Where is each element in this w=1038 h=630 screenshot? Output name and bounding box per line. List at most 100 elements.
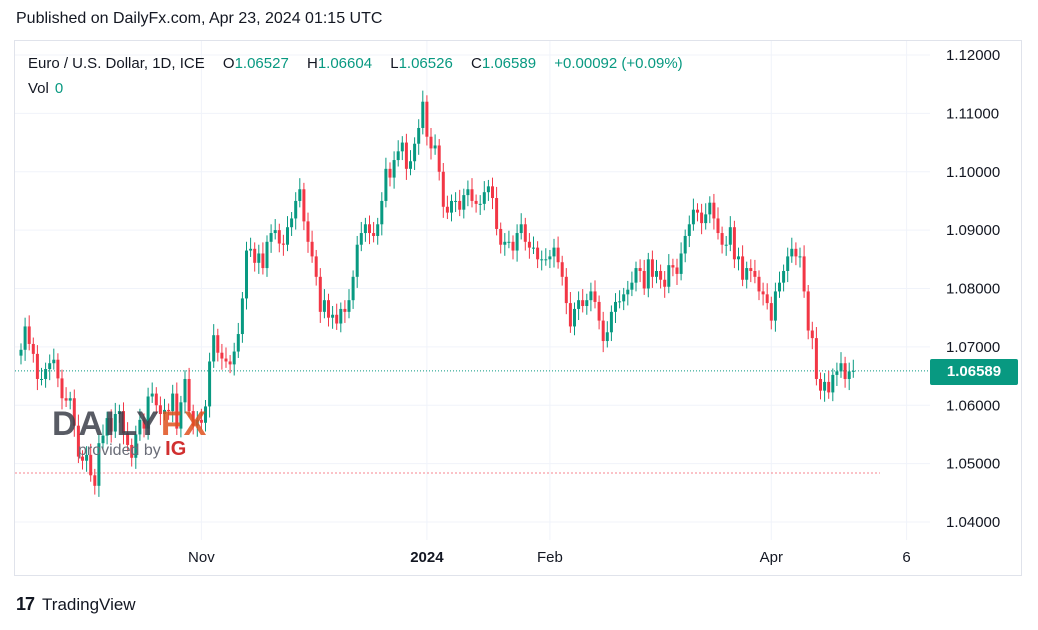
candle-up — [519, 224, 523, 234]
candle-down — [642, 270, 646, 289]
low-value: 1.06526 — [398, 55, 453, 72]
tradingview-footer: 17 TradingView — [16, 594, 136, 615]
candle-down — [27, 326, 31, 344]
candle-down — [827, 381, 831, 393]
candle-down — [720, 233, 724, 245]
candle-down — [560, 262, 564, 277]
candle-down — [593, 291, 597, 302]
candle-up — [322, 300, 326, 312]
candle-down — [458, 200, 462, 210]
candle-down — [175, 393, 179, 429]
candle-down — [314, 256, 318, 277]
candle-up — [240, 298, 244, 335]
candle-up — [544, 259, 548, 261]
vol-value: 0 — [54, 80, 64, 97]
y-tick-label: 1.06000 — [946, 397, 1000, 414]
candle-down — [716, 218, 720, 234]
candle-down — [72, 398, 76, 426]
candle-up — [478, 203, 482, 205]
candle-down — [142, 419, 146, 429]
candle-up — [204, 406, 207, 423]
candle-down — [814, 338, 818, 379]
candle-up — [384, 168, 388, 201]
candle-down — [445, 206, 449, 213]
candle-down — [470, 189, 474, 201]
candle-up — [355, 244, 359, 277]
candle-up — [614, 301, 617, 312]
candle-down — [253, 248, 257, 263]
high-label: H — [306, 55, 318, 72]
candle-up — [249, 248, 253, 251]
candle-down — [761, 291, 765, 295]
candle-up — [745, 268, 749, 280]
y-tick-label: 1.05000 — [946, 456, 1000, 473]
candle-up — [847, 371, 851, 379]
x-tick-label: Feb — [537, 549, 563, 566]
y-tick-label: 1.04000 — [946, 514, 1000, 531]
candle-down — [700, 212, 704, 224]
candle-up — [400, 142, 404, 152]
candle-down — [757, 276, 761, 292]
candle-down — [318, 276, 322, 312]
candle-up — [339, 308, 343, 324]
candle-up — [409, 161, 412, 169]
candle-up — [618, 301, 622, 303]
candle-up — [331, 314, 335, 318]
candle-up — [347, 300, 351, 312]
candle-down — [712, 202, 716, 219]
candle-up — [413, 143, 417, 162]
candle-down — [491, 186, 494, 199]
candle-down — [441, 171, 445, 207]
candle-down — [810, 330, 814, 339]
watermark-brand-right: FX — [160, 405, 209, 443]
candle-down — [220, 352, 224, 359]
close-label: C — [470, 55, 482, 72]
candle-down — [306, 221, 310, 242]
candle-up — [548, 256, 552, 260]
volume-legend: Vol 0 — [28, 80, 63, 97]
chart-frame — [14, 40, 1022, 576]
candle-down — [564, 276, 568, 304]
candle-down — [819, 378, 822, 391]
change-value: +0.00092 (+0.09%) — [554, 55, 683, 72]
candle-up — [138, 419, 142, 435]
watermark-brand-left: DAILY — [52, 405, 161, 443]
candle-up — [790, 248, 794, 257]
candle-up — [450, 200, 453, 213]
candles — [19, 90, 855, 497]
candle-up — [146, 396, 150, 429]
y-tick-label: 1.09000 — [946, 222, 1000, 239]
candle-up — [835, 371, 839, 375]
candle-up — [380, 200, 384, 225]
candle-down — [806, 291, 810, 331]
candle-down — [741, 256, 745, 280]
candle-up — [19, 349, 23, 356]
candle-up — [482, 192, 486, 204]
published-caption: Published on DailyFx.com, Apr 23, 2024 0… — [16, 10, 383, 27]
x-tick-label: 2024 — [410, 549, 444, 566]
candle-down — [753, 270, 757, 277]
candle-up — [376, 224, 380, 236]
candle-down — [64, 398, 68, 401]
candle-up — [540, 259, 544, 261]
candle-up — [466, 189, 470, 196]
tradingview-brand: TradingView — [42, 594, 136, 614]
candle-up — [622, 294, 626, 302]
candle-up — [113, 414, 117, 432]
candle-up — [212, 335, 216, 362]
candle-down — [56, 359, 60, 379]
x-tick-label: Apr — [760, 549, 783, 566]
y-axis: 1.12000 1.11000 1.10000 1.09000 1.08000 1.070… — [946, 47, 1000, 531]
candle-down — [581, 300, 585, 307]
candle-up — [691, 209, 695, 225]
candle-up — [183, 378, 187, 403]
x-axis: Nov 2024 Feb Apr 6 — [188, 549, 911, 566]
candle-up — [609, 311, 613, 333]
candle-up — [626, 289, 630, 295]
candle-up — [232, 351, 236, 365]
candle-up — [737, 256, 740, 260]
high-value: 1.06604 — [317, 55, 373, 72]
candle-up — [23, 326, 27, 350]
candle-up — [630, 282, 634, 290]
